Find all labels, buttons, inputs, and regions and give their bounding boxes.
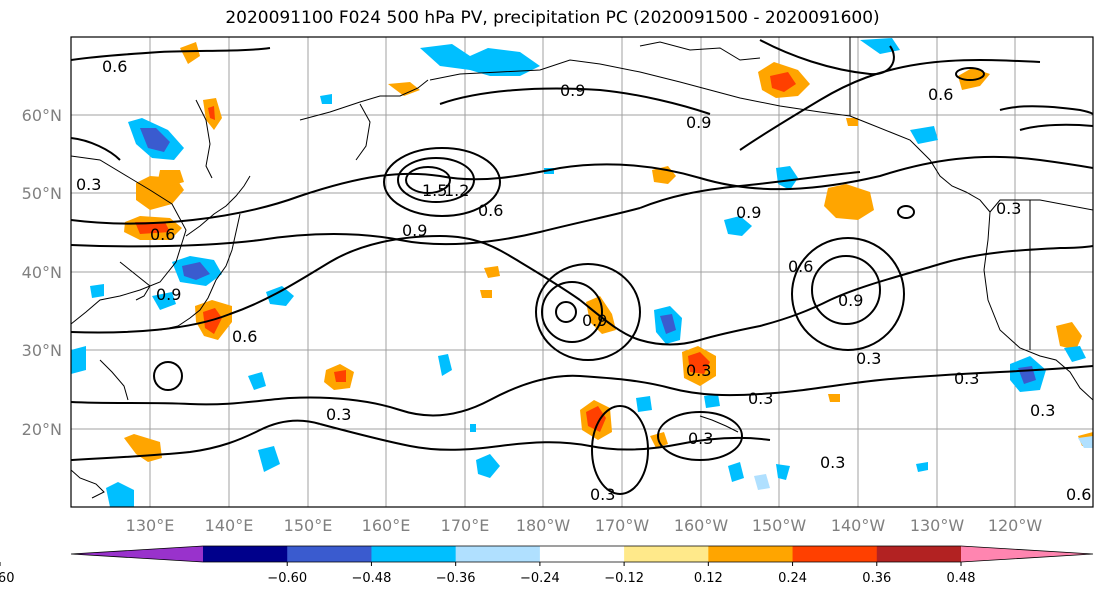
coastlines	[71, 37, 1093, 499]
contour-label: 0.6	[1066, 485, 1091, 504]
contour-label: 0.6	[478, 201, 503, 220]
contour-label: 0.3	[820, 453, 845, 472]
contour-label: 0.3	[748, 389, 773, 408]
colorbar-segment	[708, 546, 794, 562]
colorbar-outline	[70, 545, 1094, 563]
contour-label: 0.9	[736, 203, 761, 222]
colorbar-segment	[203, 546, 288, 562]
lon-axis: 130°E 140°E 150°E 160°E 170°E 180°W 170°…	[126, 516, 1043, 535]
pv-contours	[71, 39, 1093, 495]
colorbar-tick-label: −0.48	[352, 571, 392, 586]
contour-label: 0.9	[156, 285, 181, 304]
colorbar-tick-label: 0.12	[694, 571, 723, 586]
contour-label: 0.9	[582, 311, 607, 330]
lat-label: 30°N	[22, 341, 62, 360]
lon-label: 160°E	[362, 516, 411, 535]
contour-label: 0.6	[788, 257, 813, 276]
colorbar-segment	[624, 546, 709, 562]
contour-label: 0.3	[996, 199, 1021, 218]
lon-label: 170°W	[595, 516, 650, 535]
contour-label: 0.6	[102, 57, 127, 76]
lon-label: 150°W	[752, 516, 807, 535]
graticule	[71, 37, 1093, 507]
contour-label: 0.3	[856, 349, 881, 368]
colorbar-tick-label: 0.24	[778, 571, 807, 586]
contour-label: 0.3	[686, 361, 711, 380]
contour-label: 0.3	[688, 429, 713, 448]
colorbar-segment	[792, 546, 878, 562]
lon-label: 150°E	[284, 516, 333, 535]
colorbar-segment	[287, 546, 372, 562]
colorbar-tick-label: −0.60	[267, 571, 307, 586]
lon-label: 140°W	[831, 516, 886, 535]
lon-label: 160°W	[674, 516, 729, 535]
contour-label: 0.9	[560, 81, 585, 100]
map-title: 2020091100 F024 500 hPa PV, precipitatio…	[225, 8, 880, 28]
contour-label: 1.5	[422, 181, 447, 200]
contour-label: 0.6	[928, 85, 953, 104]
contour-label: 0.9	[686, 113, 711, 132]
colorbar: −0.60 −0.48 −0.36 −0.24 −0.12 0.12 0.24 0.36 0.4…	[0, 545, 1094, 586]
lon-label: 140°E	[205, 516, 254, 535]
lat-label: 20°N	[22, 420, 62, 439]
colorbar-segment	[455, 546, 541, 562]
lon-label: 120°W	[988, 516, 1043, 535]
colorbar-tick-label: −0.12	[604, 571, 644, 586]
contour-label: 0.6	[232, 327, 257, 346]
colorbar-tick-label: 0.48	[947, 571, 976, 586]
colorbar-segment	[876, 546, 962, 562]
lon-label: 170°E	[441, 516, 490, 535]
lon-label: 130°E	[126, 516, 175, 535]
contour-label: 0.3	[326, 405, 351, 424]
lat-label: 60°N	[22, 106, 62, 125]
contour-label: 0.9	[402, 221, 427, 240]
colorbar-tick-label: 0.60	[0, 571, 14, 586]
colorbar-arrow-low	[71, 546, 203, 562]
contour-label: 0.6	[150, 225, 175, 244]
contour-label: 0.3	[1030, 401, 1055, 420]
contour-label: 0.3	[76, 175, 101, 194]
precip-shading	[71, 38, 1093, 507]
colorbar-segment	[539, 546, 625, 562]
map-border	[70, 36, 1094, 508]
contour-label: 0.3	[954, 369, 979, 388]
lat-label: 40°N	[22, 263, 62, 282]
contour-labels: 0.6 0.9 1.2 1.5 0.3 0.6 0.9 0.3 0.6 0.9 …	[76, 57, 1091, 504]
colorbar-tick-label: −0.36	[436, 571, 476, 586]
lon-label: 180°W	[516, 516, 571, 535]
colorbar-arrow-high	[961, 546, 1093, 562]
contour-label: 0.9	[838, 291, 863, 310]
contour-label: 1.2	[444, 181, 469, 200]
lon-label: 130°W	[910, 516, 965, 535]
colorbar-tick-label: −0.24	[520, 571, 560, 586]
lat-axis: 60°N 50°N 40°N 30°N 20°N	[22, 106, 62, 439]
contour-label: 0.3	[590, 485, 615, 504]
lat-label: 50°N	[22, 184, 62, 203]
colorbar-tick-label: 0.36	[862, 571, 891, 586]
colorbar-segment	[371, 546, 457, 562]
